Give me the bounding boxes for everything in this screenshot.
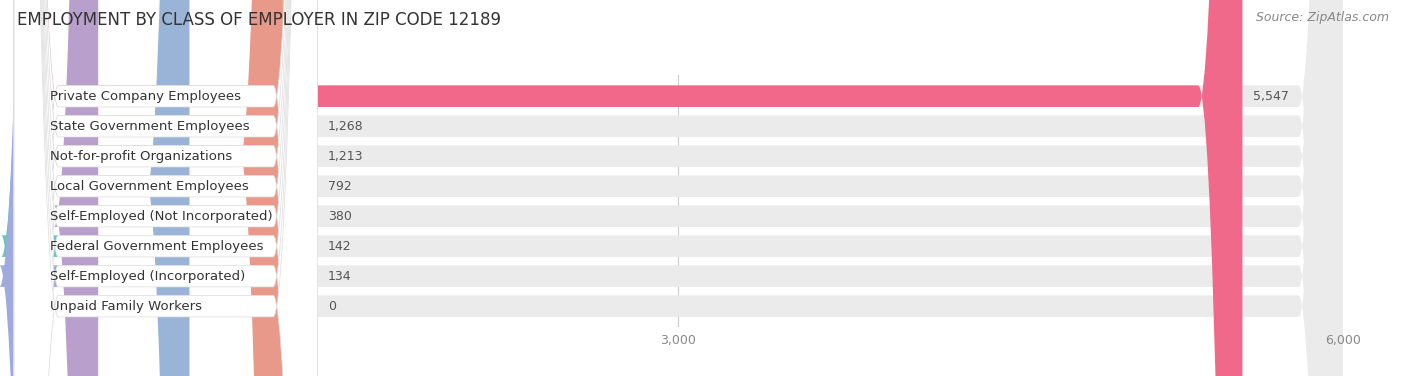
- FancyBboxPatch shape: [14, 0, 1343, 376]
- FancyBboxPatch shape: [14, 0, 1243, 376]
- Text: 1,213: 1,213: [328, 150, 364, 163]
- Text: 792: 792: [328, 180, 352, 193]
- Text: Private Company Employees: Private Company Employees: [51, 90, 242, 103]
- FancyBboxPatch shape: [14, 0, 1343, 376]
- Text: 5,547: 5,547: [1253, 90, 1289, 103]
- FancyBboxPatch shape: [14, 0, 318, 376]
- Text: EMPLOYMENT BY CLASS OF EMPLOYER IN ZIP CODE 12189: EMPLOYMENT BY CLASS OF EMPLOYER IN ZIP C…: [17, 11, 501, 29]
- FancyBboxPatch shape: [14, 0, 318, 376]
- Text: Federal Government Employees: Federal Government Employees: [51, 240, 264, 253]
- Text: 0: 0: [328, 300, 336, 312]
- FancyBboxPatch shape: [0, 0, 59, 376]
- Text: Self-Employed (Incorporated): Self-Employed (Incorporated): [51, 270, 246, 283]
- Text: Unpaid Family Workers: Unpaid Family Workers: [51, 300, 202, 312]
- FancyBboxPatch shape: [14, 0, 98, 376]
- FancyBboxPatch shape: [14, 0, 1343, 376]
- Text: 142: 142: [328, 240, 352, 253]
- Text: Self-Employed (Not Incorporated): Self-Employed (Not Incorporated): [51, 210, 273, 223]
- Text: State Government Employees: State Government Employees: [51, 120, 250, 133]
- Text: 1,268: 1,268: [328, 120, 364, 133]
- Text: 134: 134: [328, 270, 352, 283]
- FancyBboxPatch shape: [14, 0, 1343, 376]
- FancyBboxPatch shape: [14, 0, 1343, 376]
- FancyBboxPatch shape: [14, 0, 295, 376]
- FancyBboxPatch shape: [14, 0, 1343, 376]
- FancyBboxPatch shape: [14, 0, 318, 376]
- FancyBboxPatch shape: [14, 0, 1343, 376]
- FancyBboxPatch shape: [14, 0, 318, 376]
- FancyBboxPatch shape: [14, 0, 318, 376]
- Text: Source: ZipAtlas.com: Source: ZipAtlas.com: [1256, 11, 1389, 24]
- FancyBboxPatch shape: [1, 0, 59, 376]
- FancyBboxPatch shape: [14, 0, 190, 376]
- FancyBboxPatch shape: [14, 0, 318, 376]
- Text: Local Government Employees: Local Government Employees: [51, 180, 249, 193]
- Text: Not-for-profit Organizations: Not-for-profit Organizations: [51, 150, 233, 163]
- FancyBboxPatch shape: [14, 0, 318, 376]
- FancyBboxPatch shape: [14, 0, 1343, 376]
- Text: 380: 380: [328, 210, 352, 223]
- FancyBboxPatch shape: [14, 0, 318, 376]
- FancyBboxPatch shape: [14, 0, 283, 376]
